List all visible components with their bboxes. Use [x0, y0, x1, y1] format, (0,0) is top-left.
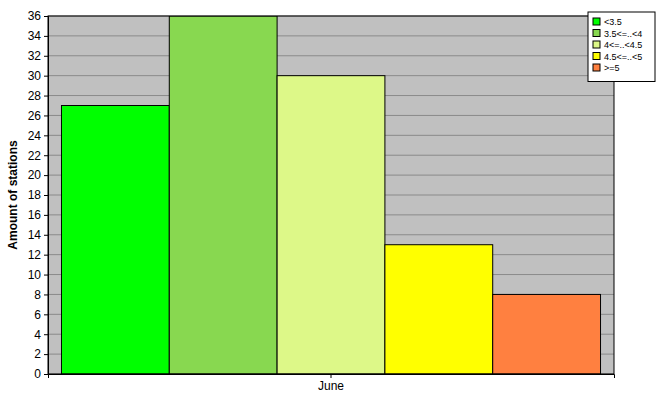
x-tick-label: June [318, 379, 344, 393]
y-tick-mark [44, 115, 48, 116]
y-tick: 28 [28, 89, 48, 103]
plot-frame [48, 16, 614, 374]
y-tick-mark [44, 215, 48, 216]
y-tick-mark [44, 76, 48, 77]
y-tick-label: 22 [28, 149, 42, 163]
y-axis: 024681012141618202224262830323436 [28, 9, 49, 381]
bar [385, 245, 493, 374]
y-tick-mark [44, 334, 48, 335]
legend-swatch [593, 41, 600, 48]
y-tick-mark [44, 235, 48, 236]
y-tick: 2 [34, 347, 48, 361]
y-tick-label: 30 [28, 69, 42, 83]
grid-line [48, 55, 614, 56]
y-tick-mark [44, 175, 48, 176]
legend-swatch [593, 30, 600, 37]
y-tick-label: 10 [28, 268, 42, 282]
y-tick-label: 0 [34, 367, 41, 381]
y-tick: 22 [28, 149, 48, 163]
y-tick-label: 16 [28, 208, 42, 222]
y-tick-label: 12 [28, 248, 42, 262]
legend-label: >=5 [604, 63, 620, 73]
y-tick-label: 24 [28, 129, 42, 143]
x-tick-mark [331, 374, 332, 378]
y-tick-label: 20 [28, 168, 42, 182]
chart: 024681012141618202224262830323436JuneAmo… [0, 0, 667, 415]
x-axis: June [49, 374, 615, 393]
legend-label: 3.5<=..<4 [604, 29, 642, 39]
y-tick-mark [44, 354, 48, 355]
y-tick: 8 [34, 288, 48, 302]
y-tick-mark [44, 255, 48, 256]
y-tick-label: 32 [28, 49, 42, 63]
y-tick: 26 [28, 109, 48, 123]
y-tick-label: 26 [28, 109, 42, 123]
y-tick-label: 6 [34, 308, 41, 322]
legend-swatch [593, 18, 600, 25]
y-tick: 12 [28, 248, 48, 262]
y-tick: 32 [28, 49, 48, 63]
grid-line [48, 35, 614, 36]
y-axis-line [44, 17, 49, 375]
y-tick: 6 [34, 308, 48, 322]
legend-swatch [593, 64, 600, 71]
y-tick-mark [44, 275, 48, 276]
y-tick: 34 [28, 29, 48, 43]
y-tick: 4 [34, 328, 48, 342]
y-tick-mark [44, 155, 48, 156]
y-tick-label: 8 [34, 288, 41, 302]
y-tick: 36 [28, 9, 48, 23]
y-tick-label: 28 [28, 89, 42, 103]
y-tick-label: 34 [28, 29, 42, 43]
y-tick: 10 [28, 268, 48, 282]
y-tick: 30 [28, 69, 48, 83]
legend-label: 4<=..<4.5 [604, 40, 642, 50]
y-tick-label: 36 [28, 9, 42, 23]
y-tick: 24 [28, 129, 48, 143]
bar [61, 106, 169, 375]
bars [61, 16, 600, 374]
x-axis-line [49, 375, 615, 379]
y-tick-label: 4 [34, 328, 41, 342]
y-tick-mark [44, 294, 48, 295]
y-axis-title: Amount of stations [6, 140, 20, 250]
y-tick: 0 [34, 367, 48, 381]
y-tick: 18 [28, 188, 48, 202]
y-tick-mark [44, 314, 48, 315]
x-tick: June [318, 374, 344, 393]
grid [48, 16, 614, 374]
y-tick-mark [44, 36, 48, 37]
y-tick-mark [44, 56, 48, 57]
y-tick-label: 2 [34, 347, 41, 361]
y-tick: 14 [28, 228, 48, 242]
legend-swatch [593, 53, 600, 60]
y-tick: 20 [28, 168, 48, 182]
y-tick-mark [44, 374, 48, 375]
plot-background [48, 16, 614, 374]
y-tick: 16 [28, 208, 48, 222]
y-tick-label: 14 [28, 228, 42, 242]
y-tick-mark [44, 195, 48, 196]
bar [277, 76, 385, 374]
legend-label: 4.5<=..<5 [604, 52, 642, 62]
legend-label: <3.5 [604, 17, 622, 27]
legend: <3.5 3.5<=..<44<=..<4.5 4.5<=..<5>=5 [588, 12, 655, 82]
bar [493, 294, 601, 374]
y-tick-label: 18 [28, 188, 42, 202]
bar [169, 16, 277, 374]
y-tick-mark [44, 96, 48, 97]
y-tick-mark [44, 16, 48, 17]
legend-box [588, 12, 655, 82]
y-tick-mark [44, 135, 48, 136]
